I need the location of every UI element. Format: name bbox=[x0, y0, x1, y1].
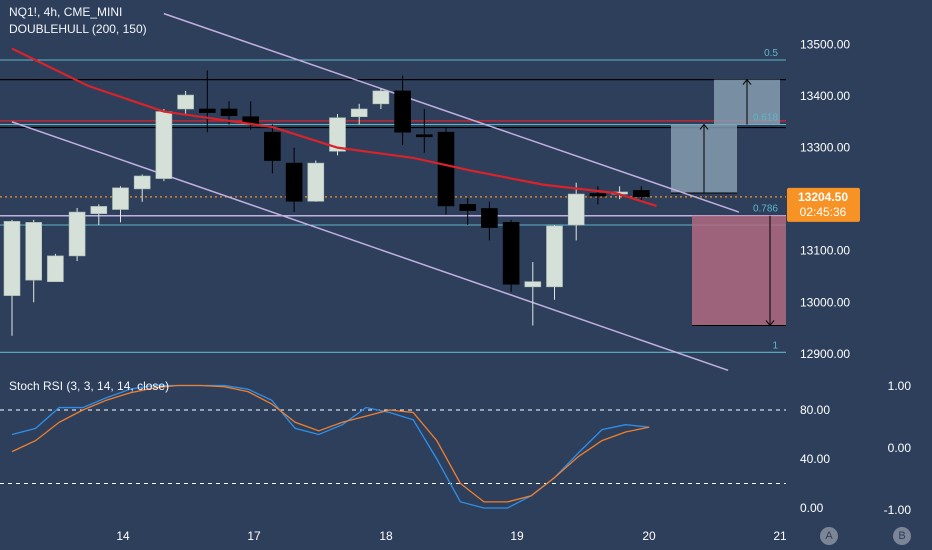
candle-body bbox=[155, 111, 173, 179]
fib-label: 0.618 bbox=[753, 112, 778, 123]
candle-body bbox=[415, 134, 433, 138]
stoch-d-line bbox=[11, 384, 650, 503]
position-zones bbox=[671, 78, 786, 327]
candle-body bbox=[307, 162, 325, 202]
candle-body bbox=[90, 206, 108, 214]
fib-label: 0.5 bbox=[764, 48, 778, 59]
measure-arrow-head bbox=[765, 320, 775, 327]
candle-body bbox=[68, 211, 86, 257]
candles bbox=[3, 70, 650, 336]
stoch-tick-label: 0.00 bbox=[800, 501, 824, 515]
horizontal-levels bbox=[0, 59, 786, 353]
candle-body bbox=[394, 90, 411, 133]
candle-body bbox=[199, 108, 216, 113]
secondary-tick-label: 0.00 bbox=[888, 441, 912, 455]
last-price-value: 13204.50 bbox=[798, 190, 848, 204]
channel-upper-line bbox=[163, 12, 740, 213]
auto-scale-button[interactable]: A bbox=[820, 527, 838, 545]
indicator-title[interactable]: DOUBLEHULL (200, 150) bbox=[9, 22, 147, 36]
channel-lower-line bbox=[11, 121, 729, 372]
b-button[interactable]: B bbox=[893, 527, 911, 545]
candle-body bbox=[264, 131, 281, 161]
fib-labels: 0.5 0.618 0.786 1 bbox=[753, 48, 778, 351]
candle-body bbox=[285, 162, 303, 202]
symbol-title[interactable]: NQ1!, 4h, CME_MINI bbox=[9, 5, 123, 19]
price-tick-label: 13500.00 bbox=[800, 38, 850, 52]
secondary-tick-label: 1.00 bbox=[888, 379, 912, 393]
stoch-tick-label: 80.00 bbox=[800, 403, 830, 417]
price-axis[interactable]: 13500.00 13400.00 13300.00 13100.00 13000.00… bbox=[787, 38, 860, 361]
candle-body bbox=[567, 193, 585, 226]
measure-arrow-head bbox=[699, 123, 709, 130]
stoch-tick-label: 40.00 bbox=[800, 452, 830, 466]
risk-zone bbox=[692, 215, 786, 326]
time-tick-label: 17 bbox=[247, 529, 261, 543]
last-price-tag bbox=[787, 187, 860, 222]
hull-moving-average bbox=[11, 47, 657, 207]
candle-body bbox=[372, 90, 390, 105]
stoch-title[interactable]: Stoch RSI (3, 3, 14, 14, close) bbox=[9, 379, 170, 393]
price-tick-label: 13100.00 bbox=[800, 244, 850, 258]
bar-countdown: 02:45:36 bbox=[800, 205, 847, 219]
fib-label: 1 bbox=[772, 340, 778, 351]
fib-label: 0.786 bbox=[753, 204, 778, 215]
time-tick-label: 21 bbox=[773, 529, 787, 543]
candle-body bbox=[502, 222, 520, 285]
price-tick-label: 13300.00 bbox=[800, 141, 850, 155]
price-tick-label: 13000.00 bbox=[800, 295, 850, 309]
candle-body bbox=[524, 281, 542, 288]
measure-arrow-head bbox=[742, 78, 752, 85]
candle-body bbox=[329, 117, 346, 152]
candle-body bbox=[546, 225, 563, 288]
time-tick-label: 19 bbox=[510, 529, 524, 543]
candle-body bbox=[350, 108, 368, 118]
candle-body bbox=[632, 190, 650, 197]
candle-body bbox=[177, 94, 194, 110]
price-tick-label: 12900.00 bbox=[800, 347, 850, 361]
candle-body bbox=[437, 131, 455, 207]
candle-body bbox=[481, 208, 498, 228]
price-tick-label: 13400.00 bbox=[800, 89, 850, 103]
candle-body bbox=[220, 108, 238, 116]
stoch-k-line bbox=[11, 384, 650, 509]
stoch-rsi-pane: 80.00 40.00 0.00 1.00 0.00 -1.00 bbox=[0, 379, 911, 517]
time-tick-label: 14 bbox=[116, 529, 130, 543]
secondary-tick-label: -1.00 bbox=[884, 503, 912, 517]
time-tick-label: 18 bbox=[379, 529, 393, 543]
trend-channel bbox=[11, 12, 740, 372]
time-axis[interactable]: 14 17 18 19 20 21 bbox=[116, 529, 787, 543]
candle-body bbox=[459, 204, 477, 211]
candle-body bbox=[47, 255, 64, 282]
candle-body bbox=[589, 193, 607, 197]
candle-body bbox=[3, 221, 21, 296]
candle-body bbox=[112, 187, 129, 210]
hull-line bbox=[11, 47, 657, 207]
candle-body bbox=[133, 175, 151, 190]
time-tick-label: 20 bbox=[642, 529, 656, 543]
candle-body bbox=[25, 222, 43, 281]
